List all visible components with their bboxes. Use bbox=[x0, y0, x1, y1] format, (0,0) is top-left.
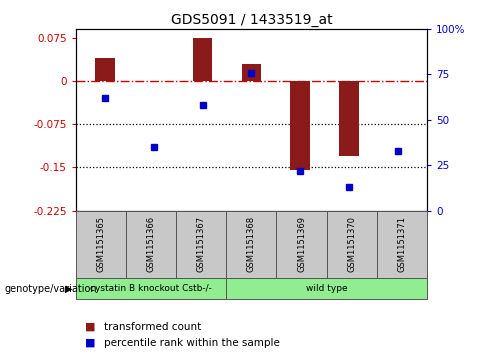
Text: GSM1151367: GSM1151367 bbox=[197, 216, 205, 272]
Text: GSM1151365: GSM1151365 bbox=[96, 216, 105, 272]
Bar bbox=[339, 81, 359, 156]
Text: GSM1151371: GSM1151371 bbox=[397, 216, 407, 272]
Text: GSM1151366: GSM1151366 bbox=[146, 216, 156, 272]
Bar bbox=[193, 38, 212, 81]
Title: GDS5091 / 1433519_at: GDS5091 / 1433519_at bbox=[170, 13, 332, 26]
Text: GSM1151368: GSM1151368 bbox=[247, 216, 256, 272]
Text: ■: ■ bbox=[85, 322, 96, 332]
Bar bbox=[242, 64, 261, 81]
Text: cystatin B knockout Cstb-/-: cystatin B knockout Cstb-/- bbox=[90, 284, 212, 293]
Text: genotype/variation: genotype/variation bbox=[5, 284, 98, 294]
Bar bbox=[95, 58, 115, 81]
Text: GSM1151369: GSM1151369 bbox=[297, 216, 306, 272]
Text: ■: ■ bbox=[85, 338, 96, 348]
Text: GSM1151370: GSM1151370 bbox=[347, 216, 356, 272]
Text: wild type: wild type bbox=[306, 284, 347, 293]
Text: transformed count: transformed count bbox=[104, 322, 201, 332]
Text: percentile rank within the sample: percentile rank within the sample bbox=[104, 338, 280, 348]
Bar bbox=[290, 81, 310, 170]
Text: ▶: ▶ bbox=[65, 284, 72, 294]
